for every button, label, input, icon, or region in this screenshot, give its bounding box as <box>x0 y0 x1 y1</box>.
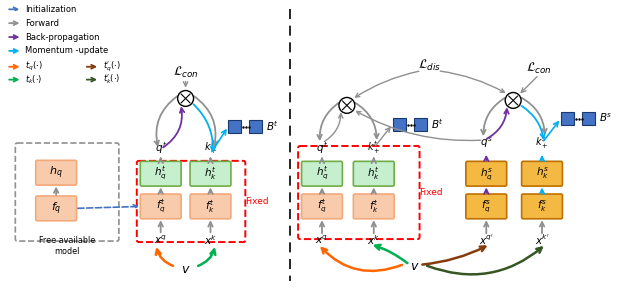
Text: $h_k^s$: $h_k^s$ <box>536 166 548 182</box>
Text: $x^k$: $x^k$ <box>367 233 380 247</box>
FancyBboxPatch shape <box>301 161 342 186</box>
FancyBboxPatch shape <box>190 161 231 186</box>
Circle shape <box>505 93 521 108</box>
Text: $B^t$: $B^t$ <box>431 117 444 131</box>
Bar <box>393 118 406 131</box>
Text: $k_+^t$: $k_+^t$ <box>204 139 218 156</box>
Text: $k_+^s$: $k_+^s$ <box>535 135 549 151</box>
FancyBboxPatch shape <box>353 161 394 186</box>
FancyBboxPatch shape <box>190 194 231 219</box>
Text: $t_k(\cdot)$: $t_k(\cdot)$ <box>26 73 43 86</box>
Text: $f_q^t$: $f_q^t$ <box>317 198 327 215</box>
Text: $f_k^s$: $f_k^s$ <box>537 199 547 214</box>
Text: Fixed: Fixed <box>245 197 269 206</box>
Text: $x^{q'}$: $x^{q'}$ <box>479 233 494 247</box>
Text: Free available
model: Free available model <box>39 236 95 256</box>
Text: $h_q$: $h_q$ <box>49 164 63 181</box>
Text: $q^s$: $q^s$ <box>480 136 493 150</box>
FancyBboxPatch shape <box>140 161 181 186</box>
Circle shape <box>178 90 193 106</box>
Bar <box>250 120 262 133</box>
FancyBboxPatch shape <box>140 194 181 219</box>
Text: $q^t$: $q^t$ <box>155 140 167 156</box>
Text: $x^q$: $x^q$ <box>154 234 167 246</box>
FancyBboxPatch shape <box>522 194 563 219</box>
Text: $v$: $v$ <box>410 260 419 273</box>
Text: Forward: Forward <box>26 19 60 28</box>
Text: $f_q^s$: $f_q^s$ <box>481 198 492 214</box>
Text: $f_k^t$: $f_k^t$ <box>369 198 379 215</box>
Text: $B^s$: $B^s$ <box>599 112 612 124</box>
Text: $\mathcal{L}_{dis}$: $\mathcal{L}_{dis}$ <box>418 58 441 73</box>
FancyBboxPatch shape <box>466 161 507 186</box>
Circle shape <box>339 97 355 113</box>
FancyBboxPatch shape <box>522 161 563 186</box>
Text: $x^q$: $x^q$ <box>316 234 328 246</box>
Text: $t_q'(\cdot)$: $t_q'(\cdot)$ <box>103 60 121 74</box>
Text: $f_q^t$: $f_q^t$ <box>156 198 166 215</box>
Text: $v$: $v$ <box>181 263 190 276</box>
Text: $t_q(\cdot)$: $t_q(\cdot)$ <box>26 60 43 73</box>
Text: $t_k'(\cdot)$: $t_k'(\cdot)$ <box>103 73 120 86</box>
Text: Initialization: Initialization <box>26 5 77 14</box>
Text: $k_+^t$: $k_+^t$ <box>367 139 381 156</box>
Text: Fixed: Fixed <box>420 188 443 197</box>
Text: Back-propagation: Back-propagation <box>26 32 100 41</box>
Text: $q^t$: $q^t$ <box>316 140 328 156</box>
Text: $x^{k'}$: $x^{k'}$ <box>534 233 550 247</box>
Text: $h_q^t$: $h_q^t$ <box>154 165 167 182</box>
Text: $h_q^t$: $h_q^t$ <box>316 165 328 182</box>
Bar <box>561 112 574 125</box>
Text: $f_k^t$: $f_k^t$ <box>205 198 216 215</box>
Text: $h_q^s$: $h_q^s$ <box>480 166 493 182</box>
Bar <box>228 120 241 133</box>
Bar <box>582 112 595 125</box>
Text: $B^t$: $B^t$ <box>266 119 279 133</box>
Text: $h_k^t$: $h_k^t$ <box>204 165 217 182</box>
Text: $\mathcal{L}_{con}$: $\mathcal{L}_{con}$ <box>526 61 552 76</box>
FancyBboxPatch shape <box>301 194 342 219</box>
Text: $f_q$: $f_q$ <box>51 200 61 217</box>
FancyBboxPatch shape <box>353 194 394 219</box>
FancyBboxPatch shape <box>36 196 77 221</box>
FancyBboxPatch shape <box>466 194 507 219</box>
Text: $\mathcal{L}_{con}$: $\mathcal{L}_{con}$ <box>173 65 198 80</box>
Bar <box>413 118 426 131</box>
Text: $x^k$: $x^k$ <box>204 233 217 247</box>
Text: Momentum -update: Momentum -update <box>26 46 109 55</box>
FancyBboxPatch shape <box>36 160 77 185</box>
Text: $h_k^t$: $h_k^t$ <box>367 165 380 182</box>
